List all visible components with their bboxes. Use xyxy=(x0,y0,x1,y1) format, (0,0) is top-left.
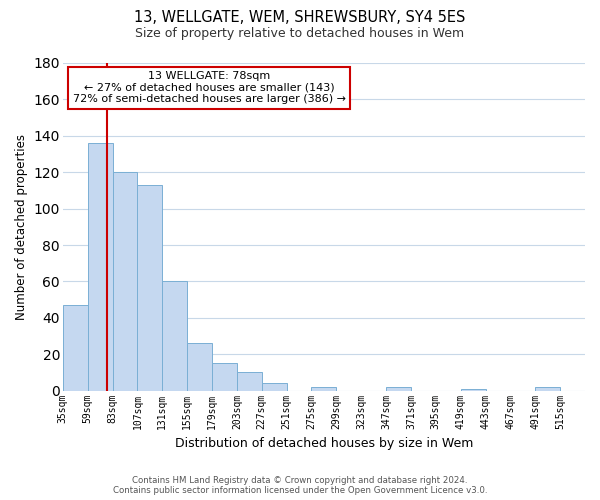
Bar xyxy=(237,372,262,390)
Bar xyxy=(187,344,212,390)
Text: Size of property relative to detached houses in Wem: Size of property relative to detached ho… xyxy=(136,28,464,40)
Bar xyxy=(461,389,485,390)
X-axis label: Distribution of detached houses by size in Wem: Distribution of detached houses by size … xyxy=(175,437,473,450)
Bar xyxy=(113,172,137,390)
Text: Contains HM Land Registry data © Crown copyright and database right 2024.
Contai: Contains HM Land Registry data © Crown c… xyxy=(113,476,487,495)
Bar xyxy=(63,305,88,390)
Bar xyxy=(311,387,337,390)
Bar xyxy=(386,387,411,390)
Text: 13 WELLGATE: 78sqm
← 27% of detached houses are smaller (143)
72% of semi-detach: 13 WELLGATE: 78sqm ← 27% of detached hou… xyxy=(73,71,346,104)
Bar xyxy=(162,282,187,391)
Bar xyxy=(88,143,113,390)
Y-axis label: Number of detached properties: Number of detached properties xyxy=(15,134,28,320)
Bar xyxy=(535,387,560,390)
Text: 13, WELLGATE, WEM, SHREWSBURY, SY4 5ES: 13, WELLGATE, WEM, SHREWSBURY, SY4 5ES xyxy=(134,10,466,25)
Bar xyxy=(262,384,287,390)
Bar xyxy=(212,364,237,390)
Bar xyxy=(137,185,162,390)
